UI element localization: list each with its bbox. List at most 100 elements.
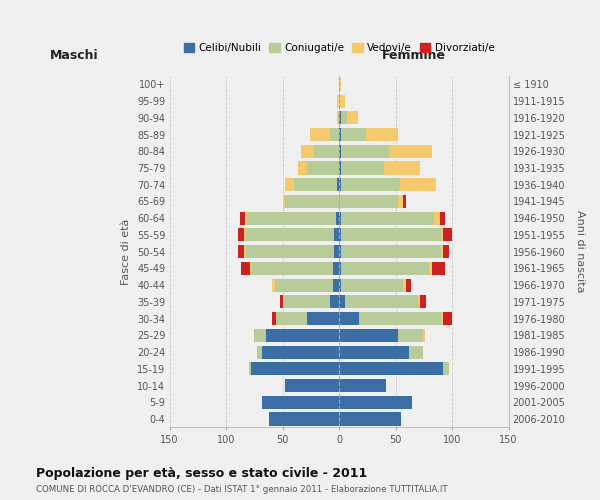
Bar <box>339 245 441 258</box>
Bar <box>248 362 339 376</box>
Bar <box>339 278 341 291</box>
Bar <box>314 145 339 158</box>
Bar <box>262 396 339 409</box>
Bar <box>248 362 339 376</box>
Bar <box>272 312 339 325</box>
Bar <box>339 262 431 275</box>
Bar <box>257 346 339 358</box>
Bar <box>301 145 339 158</box>
Bar <box>266 329 339 342</box>
Bar <box>339 245 449 258</box>
Bar <box>330 128 339 141</box>
Bar <box>339 212 445 224</box>
Bar <box>247 212 339 224</box>
Bar <box>251 362 339 376</box>
Bar <box>285 195 339 208</box>
Bar <box>339 212 440 224</box>
Bar <box>339 346 422 358</box>
Bar <box>339 178 400 192</box>
Bar <box>339 396 412 409</box>
Bar <box>339 228 341 241</box>
Bar <box>307 162 339 174</box>
Bar <box>252 262 339 275</box>
Bar <box>339 162 421 174</box>
Bar <box>339 396 412 409</box>
Bar <box>339 228 452 241</box>
Bar <box>269 412 339 426</box>
Bar <box>339 412 401 426</box>
Bar <box>337 94 339 108</box>
Bar <box>337 94 339 108</box>
Y-axis label: Fasce di età: Fasce di età <box>121 218 131 285</box>
Bar <box>339 329 398 342</box>
Bar <box>339 228 441 241</box>
Bar <box>339 346 409 358</box>
Bar <box>339 128 398 141</box>
Bar <box>339 228 443 241</box>
Text: Maschi: Maschi <box>50 49 99 62</box>
Bar <box>339 278 403 291</box>
Bar <box>257 346 339 358</box>
Bar <box>262 396 339 409</box>
Bar <box>339 162 421 174</box>
Bar <box>262 396 339 409</box>
Bar <box>339 262 341 275</box>
Bar <box>245 212 339 224</box>
Bar <box>339 145 431 158</box>
Bar <box>339 362 449 376</box>
Bar <box>339 329 425 342</box>
Bar <box>339 379 386 392</box>
Bar <box>298 162 339 174</box>
Bar <box>247 228 339 241</box>
Bar <box>339 212 341 224</box>
Bar <box>339 145 431 158</box>
Bar <box>339 296 426 308</box>
Bar <box>339 245 443 258</box>
Bar <box>238 228 339 241</box>
Text: COMUNE DI ROCCA D'EVANDRO (CE) - Dati ISTAT 1° gennaio 2011 - Elaborazione TUTTI: COMUNE DI ROCCA D'EVANDRO (CE) - Dati IS… <box>36 486 448 494</box>
Bar <box>339 145 389 158</box>
Bar <box>337 112 339 124</box>
Bar <box>339 78 341 91</box>
Bar <box>339 145 341 158</box>
Bar <box>339 296 344 308</box>
Bar <box>334 245 339 258</box>
Bar <box>339 329 425 342</box>
Bar <box>339 278 412 291</box>
Bar <box>339 312 443 325</box>
Bar <box>301 145 339 158</box>
Bar <box>257 346 339 358</box>
Bar <box>238 245 339 258</box>
Bar <box>262 346 339 358</box>
Bar <box>339 346 422 358</box>
Bar <box>254 329 339 342</box>
Bar <box>269 412 339 426</box>
Bar <box>339 195 398 208</box>
Bar <box>339 162 341 174</box>
Bar <box>272 278 339 291</box>
Bar <box>334 262 339 275</box>
Bar <box>339 212 434 224</box>
Bar <box>339 412 401 426</box>
Bar <box>339 379 386 392</box>
Bar <box>339 379 386 392</box>
Bar <box>339 94 344 108</box>
Bar <box>254 329 339 342</box>
Bar <box>250 262 339 275</box>
Bar <box>298 162 339 174</box>
Bar <box>283 195 339 208</box>
Bar <box>244 245 339 258</box>
Bar <box>339 412 401 426</box>
Bar <box>276 312 339 325</box>
Bar <box>337 178 339 192</box>
Text: Femmine: Femmine <box>382 49 446 62</box>
Bar <box>339 396 412 409</box>
Bar <box>339 362 449 376</box>
Bar <box>339 78 341 91</box>
Y-axis label: Anni di nascita: Anni di nascita <box>575 210 585 293</box>
Bar <box>339 94 344 108</box>
Bar <box>248 362 339 376</box>
Bar <box>283 296 339 308</box>
Bar <box>339 112 358 124</box>
Bar <box>334 228 339 241</box>
